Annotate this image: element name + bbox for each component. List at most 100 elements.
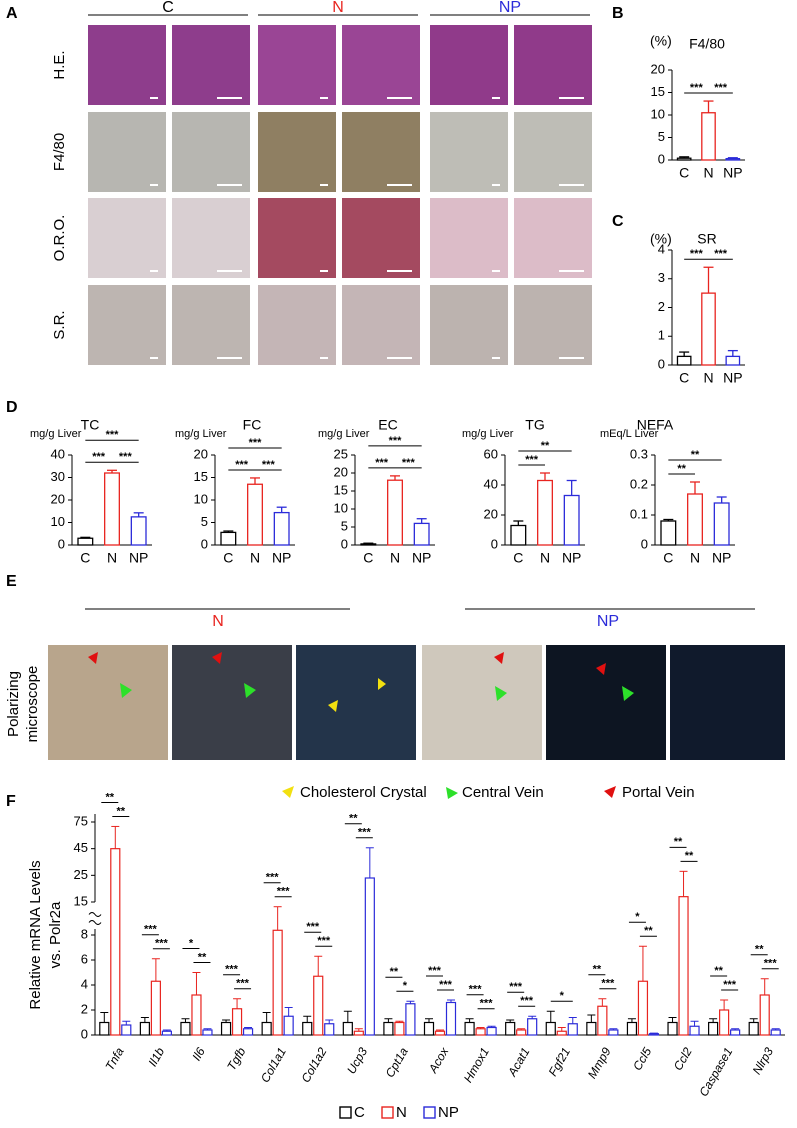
x-tick-label: N xyxy=(390,550,400,566)
significance-label: *** xyxy=(402,457,416,469)
legend-label: NP xyxy=(438,1104,459,1121)
panel-label: F xyxy=(6,793,16,810)
y-tick-label: 40 xyxy=(51,446,65,461)
legend-label: C xyxy=(354,1104,365,1121)
micrograph xyxy=(88,285,166,365)
y-tick-label: 15 xyxy=(74,893,88,908)
significance-label: *** xyxy=(428,965,442,977)
x-tick-label: N xyxy=(703,370,713,386)
significance-label: *** xyxy=(358,827,372,839)
significance-label: ** xyxy=(755,944,764,956)
bar xyxy=(423,1021,435,1036)
bar xyxy=(597,1005,608,1036)
bar xyxy=(383,1021,394,1036)
x-tick-label: C xyxy=(80,550,90,566)
significance-label: *** xyxy=(306,921,320,933)
y-tick-label: 8 xyxy=(81,926,88,941)
micrograph xyxy=(514,25,592,105)
y-tick-label: 2 xyxy=(658,299,665,314)
bar xyxy=(667,1021,678,1036)
bar xyxy=(342,1021,353,1036)
bar xyxy=(608,1029,619,1036)
significance-label: *** xyxy=(225,964,239,976)
y-tick-label: 0.3 xyxy=(630,446,648,461)
y-tick-label: 0 xyxy=(658,356,665,371)
micrograph xyxy=(670,645,785,760)
significance-label: *** xyxy=(439,979,453,991)
significance-label: * xyxy=(189,937,194,949)
row-label: O.R.O. xyxy=(51,215,68,262)
significance-label: ** xyxy=(691,449,700,461)
micrograph xyxy=(88,198,166,278)
bar xyxy=(180,1021,191,1036)
significance-label: ** xyxy=(349,813,358,825)
x-tick-label: C xyxy=(223,550,233,566)
significance-label: ** xyxy=(390,966,399,978)
bar xyxy=(434,1030,446,1036)
x-tick-label: C xyxy=(663,550,673,566)
bar xyxy=(713,502,730,546)
panel-label: A xyxy=(6,5,18,22)
significance-label: *** xyxy=(317,935,331,947)
chart-title: F4/80 xyxy=(689,36,725,52)
y-tick-label: 0.1 xyxy=(630,506,648,521)
bar xyxy=(516,1029,527,1036)
x-tick-label: NP xyxy=(562,550,581,566)
group-label: N xyxy=(212,613,224,630)
y-tick-label: 25 xyxy=(334,446,348,461)
significance-label: *** xyxy=(277,886,291,898)
group-label: NP xyxy=(597,613,619,630)
x-tick-label: C xyxy=(679,370,689,386)
bar xyxy=(637,980,649,1036)
chart-title: EC xyxy=(378,417,397,433)
significance-label: *** xyxy=(509,981,523,993)
legend-label: Portal Vein xyxy=(622,784,695,801)
group-label: N xyxy=(332,0,344,16)
bar xyxy=(99,1021,110,1036)
chart-title: FC xyxy=(243,417,262,433)
bar xyxy=(360,543,377,546)
significance-label: *** xyxy=(714,248,728,260)
row-label: F4/80 xyxy=(51,133,68,171)
bar xyxy=(273,511,290,546)
bar xyxy=(231,1008,243,1036)
significance-label: ** xyxy=(593,964,602,976)
micrograph xyxy=(514,112,592,192)
x-tick-label: NP xyxy=(412,550,431,566)
bar xyxy=(676,355,692,366)
bar xyxy=(121,1024,132,1036)
chart-title: TC xyxy=(81,417,100,433)
y-axis-label: vs. Polr2a xyxy=(47,901,64,968)
bar xyxy=(759,994,770,1036)
y-tick-label: 2 xyxy=(81,1001,88,1016)
significance-label: ** xyxy=(677,463,686,475)
bar xyxy=(104,472,120,546)
side-label: microscope xyxy=(24,666,41,743)
micrograph xyxy=(172,645,292,760)
significance-label: ** xyxy=(106,791,115,803)
significance-label: *** xyxy=(119,451,133,463)
bar xyxy=(220,531,237,546)
group-label: C xyxy=(162,0,174,16)
significance-label: ** xyxy=(198,951,207,963)
significance-label: ** xyxy=(685,850,694,862)
bar xyxy=(676,157,692,161)
bar xyxy=(364,877,375,1036)
chart-title: NEFA xyxy=(637,417,674,433)
axis-break xyxy=(88,912,102,925)
x-tick-label: C xyxy=(513,550,523,566)
y-tick-label: 20 xyxy=(194,446,208,461)
y-tick-label: 60 xyxy=(484,446,498,461)
micrograph xyxy=(258,25,336,105)
significance-label: * xyxy=(403,980,408,992)
significance-label: *** xyxy=(106,429,120,441)
micrograph xyxy=(172,25,250,105)
bar xyxy=(302,1021,313,1036)
x-tick-label: N xyxy=(250,550,260,566)
legend-symbol xyxy=(604,786,616,798)
x-tick-label: Acox xyxy=(425,1044,451,1076)
bar xyxy=(413,522,430,546)
bar xyxy=(202,1029,213,1036)
bar xyxy=(161,1030,172,1036)
micrograph xyxy=(514,285,592,365)
